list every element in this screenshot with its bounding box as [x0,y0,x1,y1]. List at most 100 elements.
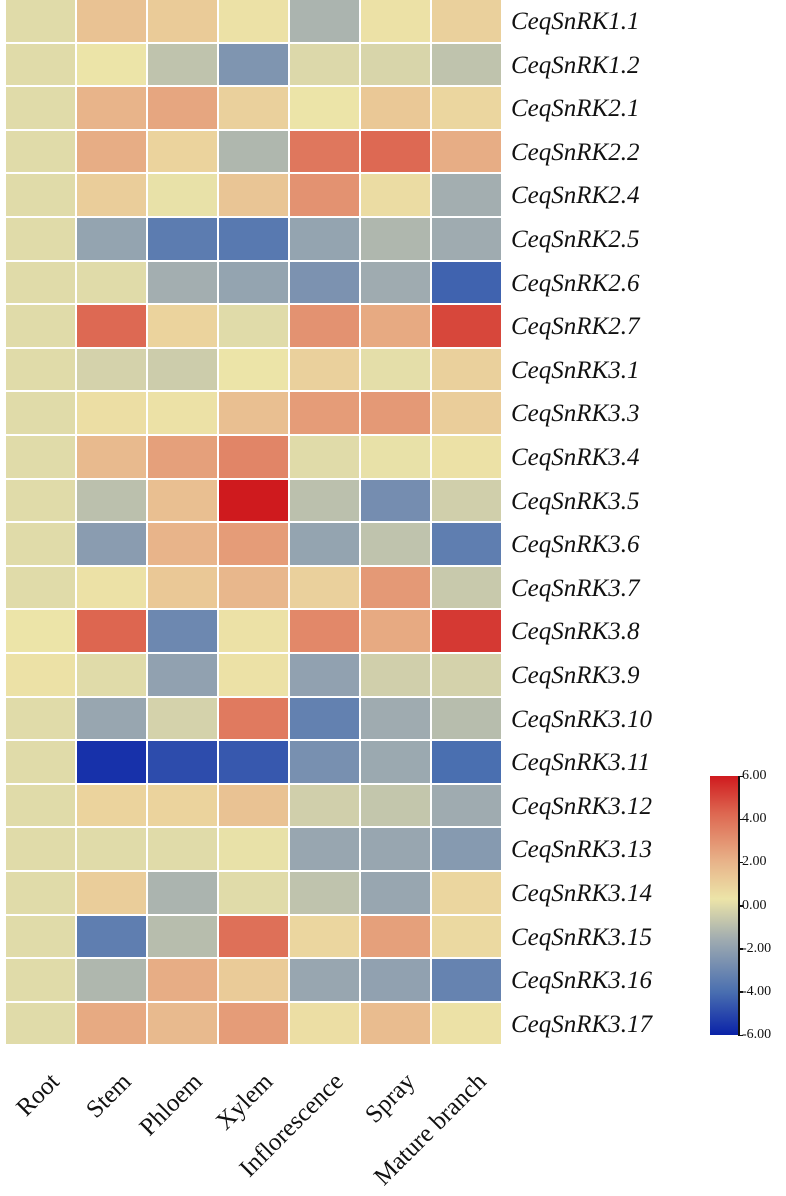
heatmap-cell: 0.3 [6,610,75,652]
heatmap-cell: -1.8 [361,872,430,914]
heatmap-cell: -3.5 [148,218,217,260]
heatmap-cell: 0.4 [432,436,501,478]
heatmap-cell: 2.8 [361,392,430,434]
heatmap-row: 0-0.91.66-0.9-2.8-0.4 [6,479,501,522]
heatmap-cell: 0 [6,741,75,783]
heatmap-cell: 6 [219,479,288,522]
heatmap-cell: 2.3 [361,305,430,347]
heatmap-cell: -1.9 [290,523,359,565]
heatmap-cell: -2.5 [219,43,288,86]
heatmap-cell: -2.8 [361,479,430,522]
heatmap-cell: 3.4 [219,436,288,478]
heatmap-cell: 1.1 [77,872,146,914]
heatmap-row: 0-0.3-0.50.310.11 [6,348,501,391]
heatmap-cell: 1.5 [219,784,288,827]
colorbar-tick [738,861,743,864]
heatmap-cell: 0.4 [219,610,288,652]
heatmap-cell: -3.6 [219,218,288,260]
row-label: CeqSnRK3.3 [511,400,640,428]
heatmap-row: 00.50.41.62.72.81.1 [6,392,501,434]
colorbar [710,776,738,1035]
row-label: CeqSnRK3.16 [511,967,652,995]
heatmap-cell: 0.1 [361,348,430,391]
heatmap-cell: 0 [219,872,288,914]
heatmap-cell: 2 [148,523,217,565]
heatmap-cell: 0.5 [290,1002,359,1045]
heatmap-cell: -4.6 [219,741,288,783]
heatmap-cell: -0.7 [361,784,430,827]
heatmap-cell: -2.6 [290,261,359,304]
heatmap-cell: 0 [6,697,75,740]
heatmap-cell: 0.4 [219,0,288,42]
heatmap-cell: -1.2 [219,130,288,173]
heatmap-cell: 2.7 [219,1002,288,1045]
heatmap-cell: -2.7 [290,741,359,783]
heatmap-cell: -0.1 [290,43,359,86]
heatmap-cell: 0 [148,828,217,870]
heatmap-cell: 0.8 [290,915,359,958]
heatmap-cell: -2 [290,654,359,696]
heatmap-cell: 0.3 [219,348,288,391]
heatmap-grid: 01.51.20.4-1.30.4100.3-0.8-2.5-0.1-0.2-0… [6,0,501,1047]
heatmap-cell: 2.2 [432,130,501,173]
heatmap-cell: 1.2 [148,0,217,42]
heatmap-cell: -0.4 [290,784,359,827]
row-label: CeqSnRK3.11 [511,749,651,777]
heatmap-cell: 0.4 [6,654,75,696]
heatmap-cell: 0 [6,523,75,565]
colorbar-tick [738,775,743,777]
heatmap-cell: 0.9 [77,784,146,827]
heatmap-cell: -4.3 [432,261,501,304]
heatmap-cell: -1.9 [290,218,359,260]
heatmap-cell: -3.3 [290,697,359,740]
heatmap-cell: 0.4 [219,654,288,696]
row-label: CeqSnRK3.14 [511,880,652,907]
heatmap-cell: -2.3 [432,828,501,870]
heatmap-cell: -1.2 [361,218,430,260]
heatmap-cell: -0.8 [432,43,501,86]
heatmap-row: 00.41.31.912.8-0.6 [6,566,501,609]
heatmap-row: 0-3.4-140.82.60.7 [6,915,501,958]
heatmap-row: 00-1.5-1.9-2.6-1.6-4.3 [6,261,501,304]
heatmap-row: 02.31.82.70.51.70.4 [6,1002,501,1045]
heatmap-cell: -0.5 [148,348,217,391]
heatmap-cell: -5.6 [77,741,146,783]
row-label: CeqSnRK2.6 [511,269,640,297]
heatmap-cell: 0 [6,261,75,304]
heatmap-cell: 0 [6,87,75,129]
heatmap-cell: 0.4 [432,1002,501,1045]
row-label: CeqSnRK3.9 [511,662,640,689]
heatmap-cell: 2.6 [148,436,217,478]
heatmap-cell: 0 [77,828,146,870]
heatmap-cell: 2.3 [77,1002,146,1045]
heatmap-cell: 0.4 [361,0,430,42]
heatmap-cell: 1.8 [148,1002,217,1045]
heatmap-cell: 0 [6,479,75,522]
heatmap-cell: 0.5 [77,392,146,434]
heatmap-cell: 2 [77,87,146,129]
row-label: CeqSnRK2.7 [511,313,640,341]
heatmap-cell: -1.6 [361,261,430,304]
heatmap-cell: 0 [77,261,146,304]
row-label: CeqSnRK2.2 [511,138,640,166]
heatmap-cell: 0 [6,0,75,42]
heatmap-cell: -0.3 [432,654,501,696]
colorbar-tick-label: -6.00 [742,1027,772,1042]
row-label: CeqSnRK3.1 [511,356,640,384]
heatmap-cell: 0 [6,174,75,216]
heatmap-cell: 2.2 [148,959,217,1001]
heatmap-cell: 1.6 [219,392,288,434]
heatmap-row: 01.82.63.400.20.4 [6,436,501,478]
heatmap-cell: 1.1 [77,174,146,216]
heatmap-cell: 0.4 [77,566,146,609]
heatmap-row: 01.10.21.430.6-1.5 [6,174,501,216]
heatmap-cell: 0.3 [290,87,359,129]
heatmap-cell: 0 [6,1002,75,1045]
heatmap-cell: 1 [219,87,288,129]
column-label: Root [10,1068,65,1122]
heatmap-cell: 1.8 [77,436,146,478]
heatmap-cell: 1.5 [77,0,146,42]
heatmap-cell: 0.8 [432,872,501,914]
heatmap-cell: -2.2 [77,523,146,565]
heatmap-cell: -0.2 [361,43,430,86]
